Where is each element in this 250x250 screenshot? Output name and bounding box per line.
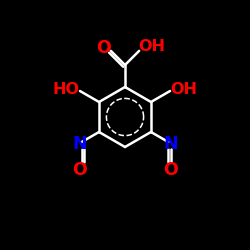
Text: N: N xyxy=(72,135,87,153)
Text: O: O xyxy=(72,161,87,179)
Text: O: O xyxy=(163,161,178,179)
Text: HO: HO xyxy=(52,82,80,96)
Text: N: N xyxy=(163,135,178,153)
Text: OH: OH xyxy=(139,39,166,54)
Text: OH: OH xyxy=(170,82,198,96)
Text: O: O xyxy=(96,39,111,57)
